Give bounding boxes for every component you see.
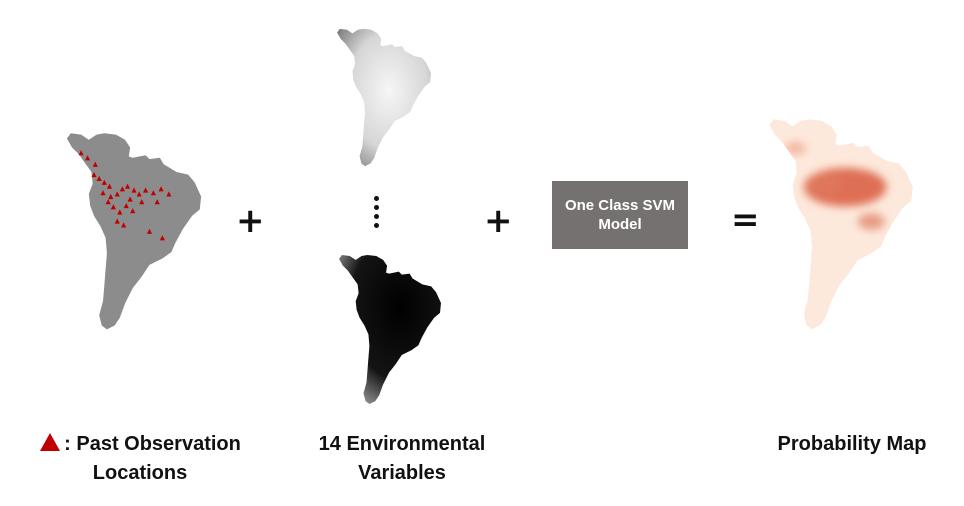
environmental-map-dark: [339, 254, 441, 405]
plus-operator-2: +: [484, 201, 513, 241]
ellipsis-vertical-icon: [374, 196, 379, 232]
probability-caption: Probability Map: [762, 430, 942, 459]
observation-caption-line1: : Past Observation: [64, 433, 241, 455]
observation-map: [66, 133, 202, 330]
environmental-caption-line1: 14 Environmental: [318, 433, 486, 455]
environmental-map-light: [337, 28, 431, 167]
observation-caption-line2: Locations: [92, 462, 188, 484]
one-class-svm-model-box: One Class SVM Model: [552, 181, 688, 249]
equals-operator: =: [731, 200, 760, 240]
probability-map: [769, 119, 913, 330]
environmental-caption: 14 Environmental Variables: [302, 430, 502, 488]
probability-caption-line1: Probability Map: [777, 433, 927, 455]
environmental-caption-line2: Variables: [358, 462, 446, 484]
observation-caption: : Past Observation Locations: [30, 430, 250, 488]
model-label-line1: One Class SVM: [564, 196, 676, 214]
observation-markers: [78, 150, 172, 241]
triangle-marker-icon: [40, 433, 61, 451]
plus-operator-1: +: [236, 201, 265, 241]
model-label-line2: Model: [598, 216, 642, 233]
